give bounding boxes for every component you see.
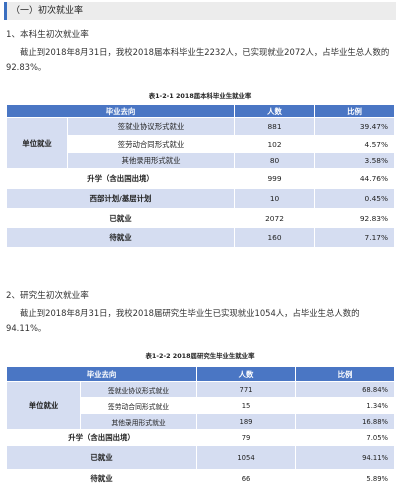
undergrad-paragraph: 截止到2018年8月31日，我校2018届本科毕业生2232人，已实现就业207…: [6, 47, 390, 72]
row-label: 待就业: [5, 469, 198, 488]
graduate-paragraph: 截止到2018年8月31日，我校2018届研究生毕业生已实现就业1054人，占毕…: [6, 308, 360, 333]
group-label: 单位就业: [6, 117, 68, 169]
table2-caption: 表1-2-2 2018届研究生毕业生就业率: [145, 352, 255, 360]
table-row: 单位就业 签就业协议形式就业 881 39.47%: [6, 117, 396, 169]
table-header-row: 毕业去向 人数 比例: [5, 104, 396, 118]
row-label: 签劳动合同形式就业: [79, 397, 198, 414]
graduate-table: 毕业去向 人数 比例 单位就业 签就业协议形式就业 771 68.84% 签劳动…: [5, 366, 396, 488]
row-count: 999: [234, 168, 316, 189]
table-row: 待就业 66 5.89%: [5, 469, 396, 488]
row-ratio: 94.11%: [295, 445, 396, 470]
row-ratio: 4.57%: [314, 135, 396, 153]
table-row: 西部计划/基层计划 10 0.45%: [5, 188, 396, 209]
table-row: 升学（含出国出境） 79 7.05%: [5, 429, 396, 446]
graduate-subtitle: 2、研究生初次就业率: [6, 291, 89, 301]
row-count: 102: [234, 135, 316, 153]
undergrad-subtitle: 1、本科生初次就业率: [6, 30, 89, 40]
row-ratio: 16.88%: [295, 413, 396, 430]
row-label: 待就业: [5, 227, 236, 248]
row-ratio: 1.34%: [295, 397, 396, 414]
row-ratio: 5.89%: [295, 469, 396, 488]
row-count: 2072: [234, 208, 316, 228]
row-ratio: 92.83%: [314, 208, 396, 228]
header-ratio: 比例: [314, 104, 396, 118]
table-row: 单位就业 签就业协议形式就业 771 68.84%: [6, 381, 396, 430]
header-destination: 毕业去向: [5, 104, 236, 118]
table1-caption: 表1-2-1 2018届本科毕业生就业率: [148, 92, 252, 100]
header-destination: 毕业去向: [5, 366, 198, 382]
row-label: 西部计划/基层计划: [5, 188, 236, 209]
row-count: 10: [234, 188, 316, 209]
header-count: 人数: [234, 104, 316, 118]
row-label: 已就业: [5, 445, 198, 470]
header-count: 人数: [196, 366, 297, 382]
table-row: 升学（含出国出境） 999 44.76%: [5, 168, 396, 189]
table-row: 其他录用形式就业 189 16.88%: [7, 413, 396, 430]
row-ratio: 68.84%: [295, 381, 396, 398]
row-label: 已就业: [5, 208, 236, 228]
row-label: 签劳动合同形式就业: [66, 135, 236, 153]
row-ratio: 44.76%: [314, 168, 396, 189]
header-ratio: 比例: [295, 366, 396, 382]
row-count: 15: [196, 397, 297, 414]
undergrad-table: 毕业去向 人数 比例 单位就业 签就业协议形式就业 881 39.47% 签劳动…: [5, 104, 396, 248]
group-label: 单位就业: [6, 381, 81, 430]
row-label: 签就业协议形式就业: [66, 117, 236, 136]
table-header-row: 毕业去向 人数 比例: [5, 366, 396, 382]
row-ratio: 3.58%: [314, 152, 396, 169]
table-row: 已就业 2072 92.83%: [5, 208, 396, 228]
row-count: 881: [234, 117, 316, 136]
row-label: 其他录用形式就业: [79, 413, 198, 430]
section-heading: （一）初次就业率: [4, 2, 396, 20]
row-label: 其他录用形式就业: [66, 152, 236, 169]
row-count: 160: [234, 227, 316, 248]
row-ratio: 7.05%: [295, 429, 396, 446]
row-count: 79: [196, 429, 297, 446]
row-count: 771: [196, 381, 297, 398]
row-ratio: 0.45%: [314, 188, 396, 209]
table-row: 签劳动合同形式就业 15 1.34%: [7, 397, 396, 414]
row-count: 189: [196, 413, 297, 430]
row-label: 升学（含出国出境）: [5, 168, 236, 189]
row-count: 80: [234, 152, 316, 169]
row-count: 66: [196, 469, 297, 488]
row-ratio: 39.47%: [314, 117, 396, 136]
table-row: 已就业 1054 94.11%: [5, 445, 396, 470]
row-ratio: 7.17%: [314, 227, 396, 248]
row-label: 签就业协议形式就业: [79, 381, 198, 398]
table-row: 待就业 160 7.17%: [5, 227, 396, 248]
row-label: 升学（含出国出境）: [5, 429, 198, 446]
row-count: 1054: [196, 445, 297, 470]
